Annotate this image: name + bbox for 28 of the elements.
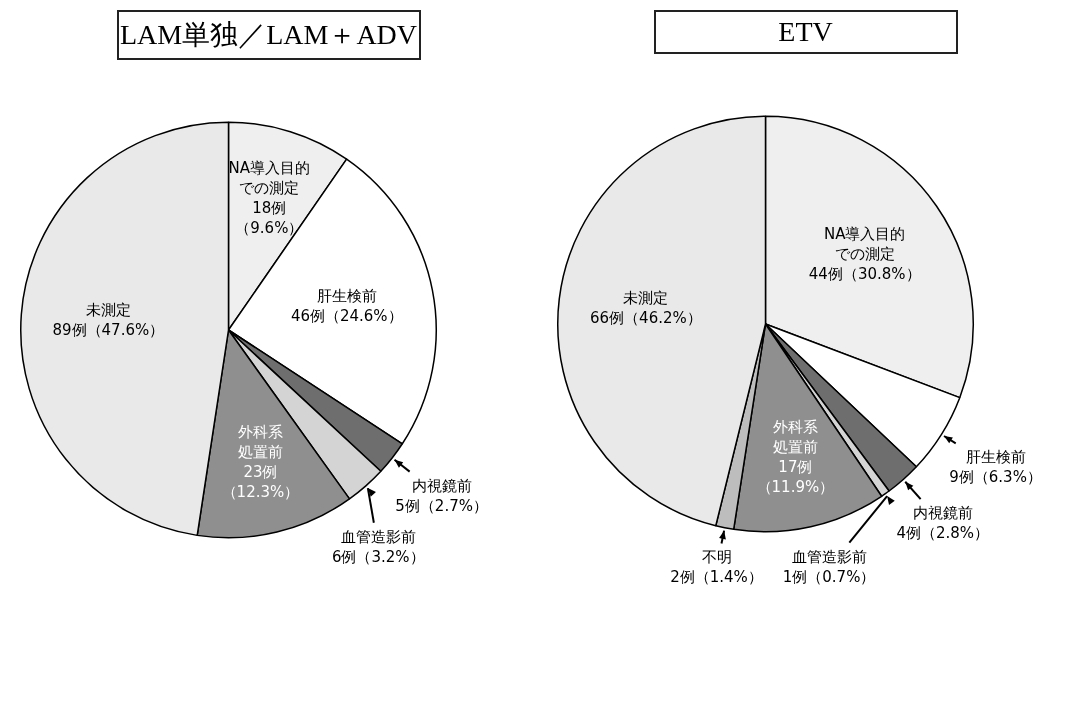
data-label: 18例（9.6%） bbox=[235, 199, 304, 237]
slice-label: 肝生検前 bbox=[965, 448, 1026, 467]
chart-title: LAM単独／LAM＋ADV bbox=[116, 10, 421, 60]
slice-label: NA導入目的での測定 bbox=[228, 159, 311, 197]
data-label: 17例（11.9%） bbox=[756, 457, 835, 496]
data-label: 6例（3.2%） bbox=[331, 547, 425, 566]
data-label: 9例（6.3%） bbox=[949, 468, 1042, 487]
slice-label: 内視鏡前 bbox=[411, 476, 472, 495]
slice-label: 内視鏡前 bbox=[912, 503, 973, 522]
data-label: 4例（2.8%） bbox=[896, 523, 990, 542]
data-label: 2例（1.4%） bbox=[670, 568, 763, 587]
data-label: 46例（24.6%） bbox=[290, 306, 403, 325]
slice-label: 外科系処置前 bbox=[772, 417, 818, 456]
slice-label: 肝生検前 bbox=[316, 286, 377, 305]
data-label: 1例（0.7%） bbox=[782, 567, 876, 586]
slice-label: 不明 bbox=[701, 548, 732, 567]
chart-title: ETV bbox=[653, 10, 958, 54]
slice-label: 未測定 bbox=[85, 300, 131, 319]
slice-label: 血管造影前 bbox=[791, 547, 867, 566]
slice-label: 外科系処置前 bbox=[237, 423, 283, 462]
slice-label: 血管造影前 bbox=[340, 527, 416, 546]
slice-label: 未測定 bbox=[623, 289, 669, 308]
data-label: 66例（46.2%） bbox=[590, 309, 702, 328]
data-label: 5例（2.7%） bbox=[395, 496, 488, 515]
data-label: 89例（47.6%） bbox=[52, 320, 165, 339]
slice-label: NA導入目的での測定 bbox=[823, 225, 906, 264]
data-label: 23例（12.3%） bbox=[221, 463, 300, 502]
data-label: 44例（30.8%） bbox=[808, 265, 921, 284]
